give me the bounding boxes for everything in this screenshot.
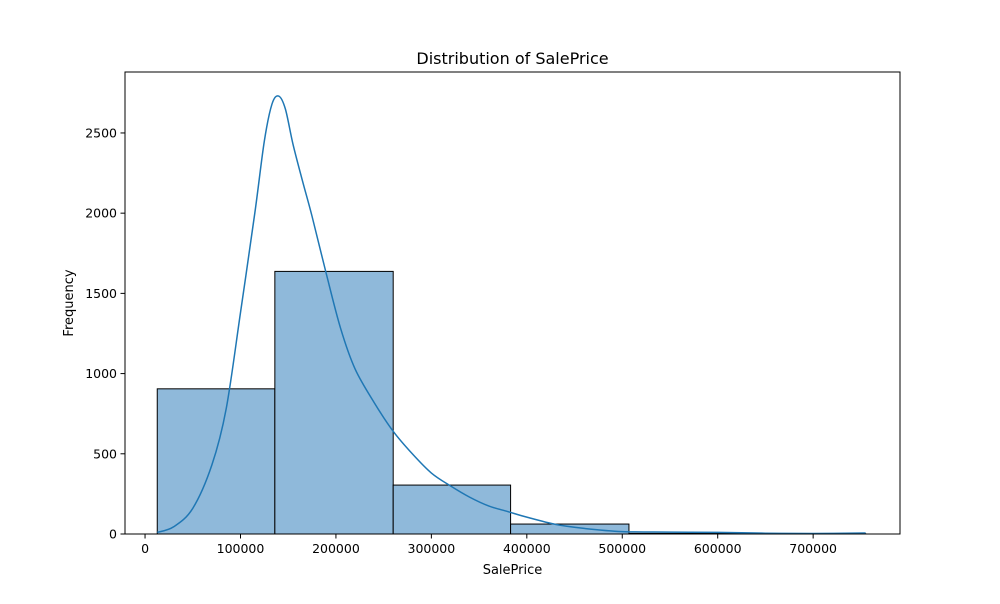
x-tick-label: 500000: [598, 541, 646, 556]
chart-title: Distribution of SalePrice: [416, 49, 608, 68]
x-tick-label: 100000: [217, 541, 265, 556]
y-tick-label: 1000: [85, 366, 117, 381]
y-axis-label: Frequency: [62, 269, 77, 336]
x-tick-label: 300000: [408, 541, 456, 556]
x-tick-label: 200000: [312, 541, 360, 556]
y-tick-label: 2000: [85, 206, 117, 221]
histogram-bar-1: [157, 389, 275, 534]
x-tick-label: 600000: [694, 541, 742, 556]
y-tick-label: 1500: [85, 286, 117, 301]
x-tick-label: 0: [141, 541, 149, 556]
y-tick-label: 500: [93, 446, 117, 461]
histogram-bar-2: [275, 271, 393, 534]
y-tick-label: 0: [109, 527, 117, 542]
x-tick-label: 400000: [503, 541, 551, 556]
histogram-bar-4: [511, 524, 629, 534]
x-tick-label: 700000: [789, 541, 837, 556]
y-tick-label: 2500: [85, 125, 117, 140]
x-axis-label: SalePrice: [483, 563, 543, 578]
histogram-bar-3: [393, 485, 510, 534]
